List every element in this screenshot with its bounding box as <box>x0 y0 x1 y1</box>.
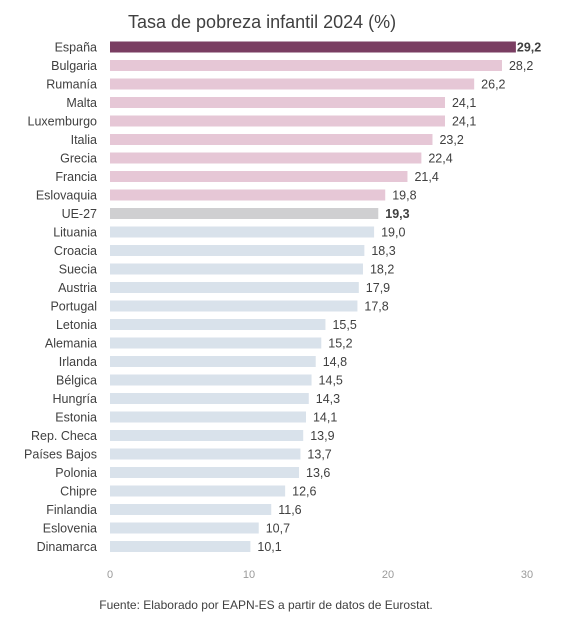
data-label: 10,1 <box>257 540 281 554</box>
bar <box>110 41 516 53</box>
bar <box>110 263 363 275</box>
data-label: 23,2 <box>439 133 463 147</box>
bar <box>110 337 322 349</box>
bar <box>110 522 259 534</box>
category-label: Bulgaria <box>51 59 97 73</box>
bar <box>110 374 312 386</box>
data-label: 14,3 <box>316 392 340 406</box>
category-label: Finlandia <box>46 503 97 517</box>
bar <box>110 448 301 460</box>
data-label: 10,7 <box>266 522 290 536</box>
data-label: 14,8 <box>323 355 347 369</box>
category-label: Grecia <box>60 152 97 166</box>
data-label: 11,6 <box>278 503 301 517</box>
bar <box>110 134 433 145</box>
x-tick-label: 10 <box>243 569 255 581</box>
bar <box>110 152 422 164</box>
data-label: 17,9 <box>366 281 390 295</box>
bar <box>110 60 502 71</box>
data-label: 19,0 <box>381 226 405 240</box>
data-label: 18,2 <box>370 263 394 277</box>
data-label: 14,5 <box>319 374 343 388</box>
category-label: Estonia <box>55 411 97 425</box>
data-label: 22,4 <box>428 152 452 166</box>
category-label: Portugal <box>50 300 97 314</box>
bar <box>110 245 365 256</box>
data-label: 28,2 <box>509 59 533 73</box>
data-label: 21,4 <box>414 170 438 184</box>
bar <box>110 467 300 478</box>
category-label: Rumanía <box>46 78 97 92</box>
bar <box>110 171 408 182</box>
category-label: España <box>55 41 97 55</box>
category-label: Irlanda <box>59 355 97 369</box>
data-label: 15,5 <box>332 318 356 332</box>
x-tick-label: 0 <box>107 569 113 581</box>
data-label: 18,3 <box>371 244 395 258</box>
data-label: 24,1 <box>452 96 476 110</box>
data-label: 13,9 <box>310 429 334 443</box>
category-label: Austria <box>58 281 97 295</box>
data-label: 29,2 <box>517 41 541 55</box>
category-label: Polonia <box>55 466 97 480</box>
x-tick-label: 20 <box>382 569 394 581</box>
chart-title: Tasa de pobreza infantil 2024 (%) <box>128 12 397 32</box>
data-label: 13,6 <box>306 466 330 480</box>
category-label: Eslovaquia <box>36 189 97 203</box>
bar <box>110 356 316 367</box>
category-label: Países Bajos <box>24 448 97 462</box>
bar <box>110 430 304 441</box>
category-label: Luxemburgo <box>28 115 98 129</box>
category-label: Malta <box>66 96 97 110</box>
data-label: 24,1 <box>452 115 476 129</box>
bar <box>110 282 359 293</box>
data-label: 15,2 <box>328 337 352 351</box>
category-label: Lituania <box>53 226 97 240</box>
x-tick-label: 30 <box>521 569 533 581</box>
bar <box>110 97 445 108</box>
data-label: 17,8 <box>364 300 388 314</box>
bar <box>110 504 272 515</box>
category-label: Alemania <box>45 337 97 351</box>
data-label: 19,8 <box>392 189 416 203</box>
category-label: Suecia <box>59 263 97 277</box>
bar <box>110 300 358 312</box>
bar <box>110 319 326 330</box>
bar <box>110 393 309 404</box>
category-label: Bélgica <box>56 374 97 388</box>
bar <box>110 78 475 90</box>
category-label: Dinamarca <box>37 540 97 554</box>
category-label: Eslovenia <box>43 522 97 536</box>
data-label: 12,6 <box>292 485 316 499</box>
bar <box>110 485 286 497</box>
bar <box>110 189 386 201</box>
bar <box>110 115 445 127</box>
bar <box>110 226 375 238</box>
category-label: Francia <box>55 170 97 184</box>
category-label: Chipre <box>60 485 97 499</box>
category-label: Hungría <box>53 392 98 406</box>
bar <box>110 411 306 423</box>
category-label: Rep. Checa <box>31 429 97 443</box>
category-label: UE-27 <box>62 207 97 221</box>
bar <box>110 541 251 552</box>
category-label: Croacia <box>54 244 97 258</box>
data-label: 26,2 <box>481 78 505 92</box>
category-label: Letonia <box>56 318 97 332</box>
chart-source-note: Fuente: Elaborado por EAPN-ES a partir d… <box>99 598 433 612</box>
data-label: 19,3 <box>385 207 409 221</box>
bar <box>110 208 379 219</box>
data-label: 13,7 <box>307 448 331 462</box>
category-label: Italia <box>71 133 97 147</box>
data-label: 14,1 <box>313 411 337 425</box>
